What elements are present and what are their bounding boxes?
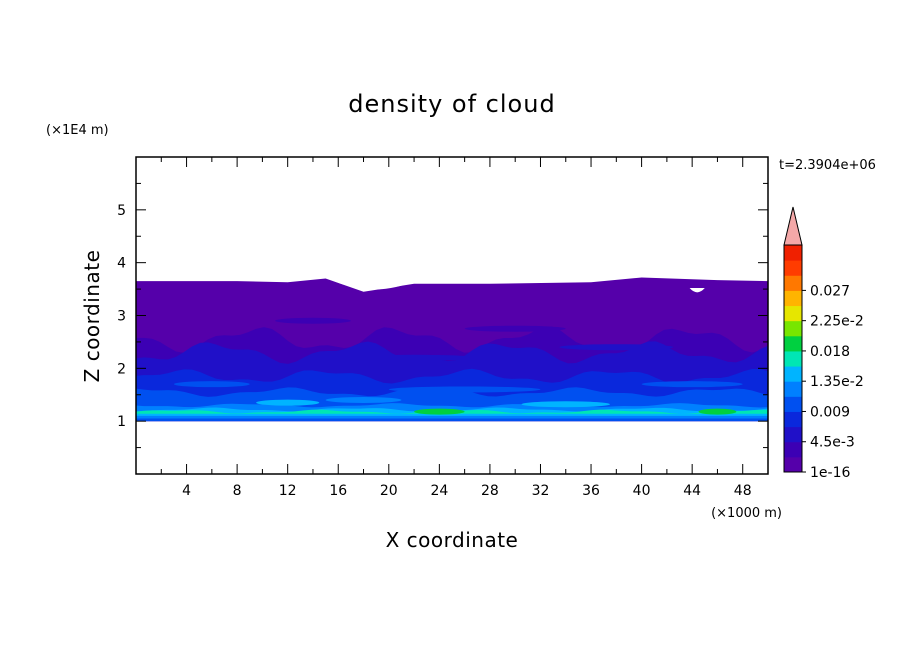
x-tick-label: 36 (582, 483, 600, 499)
contour-patch-10 (414, 408, 465, 415)
x-tick-label: 28 (481, 483, 499, 499)
colorbar-swatch (784, 275, 802, 291)
contour-patch-8 (521, 401, 610, 408)
colorbar-label: 4.5e-3 (810, 435, 855, 451)
colorbar-label: 0.027 (810, 283, 850, 299)
colorbar-swatch (784, 366, 802, 382)
x-tick-label: 16 (329, 483, 347, 499)
x-tick-label: 20 (380, 483, 398, 499)
y-tick-label: 2 (117, 361, 126, 377)
contour-field (136, 277, 768, 422)
colorbar-label: 1.35e-2 (810, 374, 864, 390)
y-axis-unit: (×1E4 m) (46, 123, 109, 138)
x-tick-label: 32 (532, 483, 550, 499)
x-tick-label: 12 (279, 483, 297, 499)
x-tick-label: 40 (633, 483, 651, 499)
contour-patch-9 (698, 408, 737, 415)
colorbar-swatch (784, 441, 802, 458)
contour-patch-2 (350, 354, 478, 361)
contour-patch-3 (559, 344, 674, 351)
colorbar-swatch (784, 245, 802, 261)
colorbar-swatch (784, 320, 802, 337)
colorbar-border (783, 244, 803, 473)
colorbar-label: 1e-16 (810, 465, 850, 481)
colorbar-swatch (784, 411, 802, 428)
y-tick-label: 5 (117, 203, 126, 219)
y-tick-label: 4 (117, 256, 126, 272)
colorbar-swatch (784, 381, 802, 397)
contour-patch-1 (464, 325, 566, 332)
colorbar-swatch (784, 305, 802, 322)
contour-patch-0 (275, 317, 351, 324)
contour-patch-4 (173, 381, 250, 388)
time-label: t=2.3904e+06 (779, 158, 876, 173)
contour-patch-7 (256, 399, 320, 406)
field-gap-1 (689, 288, 705, 293)
x-tick-label: 44 (683, 483, 701, 499)
colorbar-label: 0.009 (810, 404, 850, 420)
x-tick-label: 24 (430, 483, 448, 499)
colorbar-swatch (784, 426, 802, 443)
colorbar-swatch (784, 396, 802, 412)
colorbar-label: 2.25e-2 (810, 314, 864, 330)
contour-patch-5 (388, 386, 541, 393)
colorbar-extend-arrow (783, 206, 803, 246)
x-axis-title: X coordinate (386, 528, 519, 552)
field-gap-0 (328, 278, 421, 290)
y-tick-label: 1 (117, 414, 126, 430)
colorbar-swatch (784, 335, 802, 352)
contour-patch-6 (641, 381, 743, 388)
x-tick-label: 4 (182, 483, 191, 499)
x-tick-label: 48 (734, 483, 752, 499)
colorbar-swatch (784, 260, 802, 276)
x-tick-label: 8 (233, 483, 242, 499)
colorbar-swatch (784, 290, 802, 307)
y-tick-label: 3 (117, 309, 126, 325)
colorbar: 1e-16 4.5e-3 0.009 1.35e-2 0.018 2.25e-2 0.027 (783, 206, 864, 481)
colorbar-swatch (784, 350, 802, 367)
x-axis-unit: (×1000 m) (711, 506, 782, 521)
colorbar-swatch (784, 456, 802, 473)
colorbar-label: 0.018 (810, 344, 850, 360)
chart-title: density of cloud (348, 90, 555, 118)
y-axis-title: Z coordinate (80, 250, 104, 383)
contour-patch-11 (325, 397, 402, 404)
